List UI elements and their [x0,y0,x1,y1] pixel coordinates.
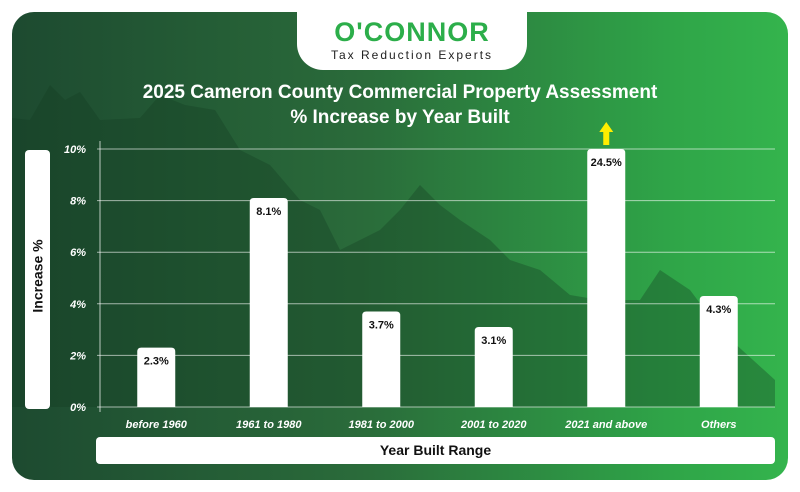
x-tick-label: 2001 to 2020 [460,419,527,431]
y-tick-label: 0% [70,402,86,414]
x-tick-label: 1981 to 2000 [349,419,415,431]
x-tick-label: before 1960 [126,419,188,431]
y-axis-label-box: Increase % [25,150,50,409]
bar [587,149,626,407]
data-label: 4.3% [706,304,731,316]
data-label: 2.3% [144,356,169,368]
bar [362,311,401,407]
y-axis-label: Increase % [29,239,46,313]
logo-name: O'CONNOR [334,17,490,47]
logo: O'CONNOR Tax Reduction Experts [297,12,527,70]
bar [474,327,513,407]
y-tick-label: 4% [69,299,86,311]
chart-title: 2025 Cameron County Commercial Property … [0,80,800,130]
y-tick-label: 2% [69,350,86,362]
x-tick-label: Others [701,419,736,431]
x-tick-label: 1961 to 1980 [236,419,302,431]
y-tick-label: 10% [64,144,86,156]
data-label: 8.1% [256,206,281,218]
y-tick-label: 6% [70,247,86,259]
logo-tagline: Tax Reduction Experts [330,48,494,62]
data-label: 24.5% [591,157,622,169]
overflow-arrow-icon [599,122,614,145]
subtitle-line: % Increase by Year Built [290,107,510,128]
bar [137,347,176,407]
x-tick-label: 2021 and above [564,419,647,431]
x-axis-label: Year Built Range [96,437,775,464]
title-line: 2025 Cameron County Commercial Property … [142,82,658,103]
data-label: 3.1% [481,335,506,347]
y-tick-label: 8% [70,196,86,208]
background-mountain [12,85,775,407]
bar [249,198,288,407]
bar [699,296,738,407]
data-label: 3.7% [369,320,394,332]
